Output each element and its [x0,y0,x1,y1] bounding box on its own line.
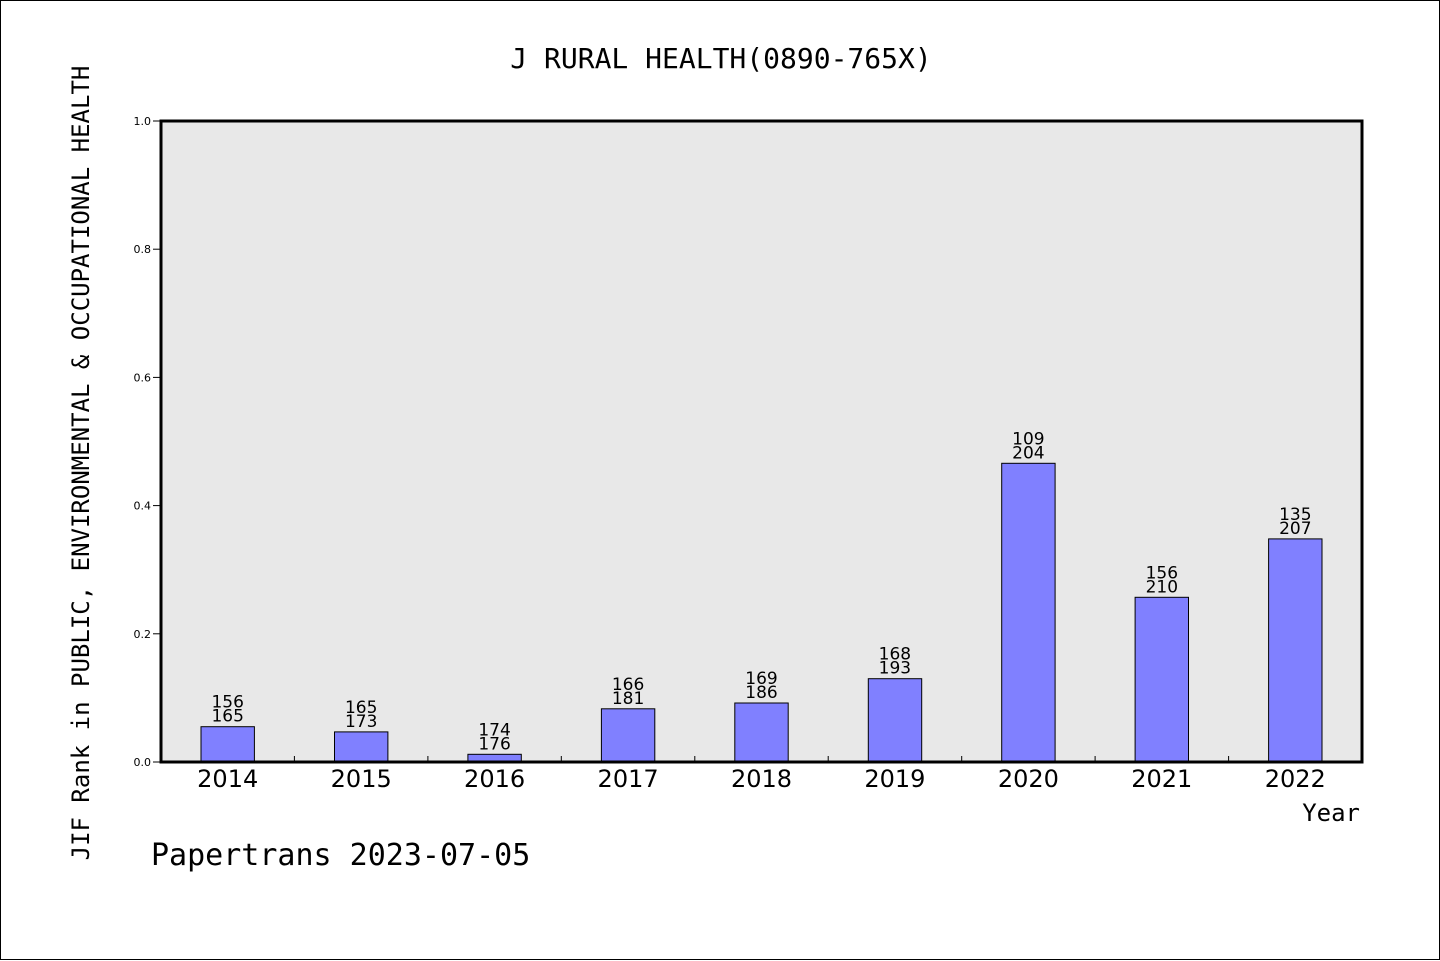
x-tick-label-2020: 2020 [998,765,1059,793]
footer-credit: Papertrans 2023-07-05 [151,838,530,873]
bar-label-rank-2014: 156 [211,693,243,713]
x-tick-label-2019: 2019 [864,765,925,793]
bar-label-total-2017: 181 [612,689,644,709]
bar-label-rank-2017: 166 [612,675,644,695]
bar-label-total-2019: 193 [879,659,911,679]
bar-2017 [600,708,656,763]
x-tick-label-2016: 2016 [464,765,525,793]
x-tick-label-2017: 2017 [598,765,659,793]
bar-2018 [734,702,789,763]
bar-label-total-2015: 173 [345,712,377,732]
x-tick-label-2022: 2022 [1265,765,1326,793]
bar-label-total-2018: 186 [745,683,777,703]
bar-label-total-2016: 176 [478,734,510,754]
bar-label-rank-2022: 135 [1279,505,1311,525]
chart-title: J RURAL HEALTH(0890-765X) [510,42,931,75]
plot-border [159,119,1364,764]
x-tick-label-2015: 2015 [331,765,392,793]
x-tick-label-2021: 2021 [1131,765,1192,793]
bars-layer [200,462,1323,763]
bar-label-rank-2019: 168 [879,645,911,665]
y-tick-label: 0.6 [134,371,152,384]
bar-label-total-2022: 207 [1279,519,1311,539]
y-tick-label: 0.4 [134,500,152,513]
x-tick-label-2014: 2014 [197,765,258,793]
y-tick-label: 0.8 [134,243,152,256]
bar-2015 [334,731,389,763]
bar-label-total-2020: 204 [1012,443,1044,463]
bar-label-rank-2021: 156 [1146,563,1178,583]
y-axis-label: JIF Rank in PUBLIC, ENVIRONMENTAL & OCCU… [67,66,95,861]
x-axis: 2014 2015 2016 2017 2018 2019 2020 2021 2022 [197,756,1326,793]
bar-label-total-2021: 210 [1146,577,1178,597]
y-axis: 0.0 0.2 0.4 0.6 0.8 1.0 [134,115,161,769]
bar-label-rank-2020: 109 [1012,429,1044,449]
y-tick-label: 0.2 [134,628,152,641]
y-tick-label: 0.0 [134,756,152,769]
y-tick-label: 1.0 [134,115,152,128]
bar-2014 [200,726,255,763]
x-axis-label: Year [1302,799,1360,827]
bar-2021 [1134,596,1189,763]
bar-label-rank-2015: 165 [345,698,377,718]
bar-label-rank-2018: 169 [745,669,777,689]
bar-label-total-2014: 165 [211,707,243,727]
bar-label-rank-2016: 174 [478,720,510,740]
bar-2019 [867,678,923,763]
bar-2020 [1001,462,1056,763]
bar-2022 [1268,538,1323,763]
x-tick-label-2018: 2018 [731,765,792,793]
